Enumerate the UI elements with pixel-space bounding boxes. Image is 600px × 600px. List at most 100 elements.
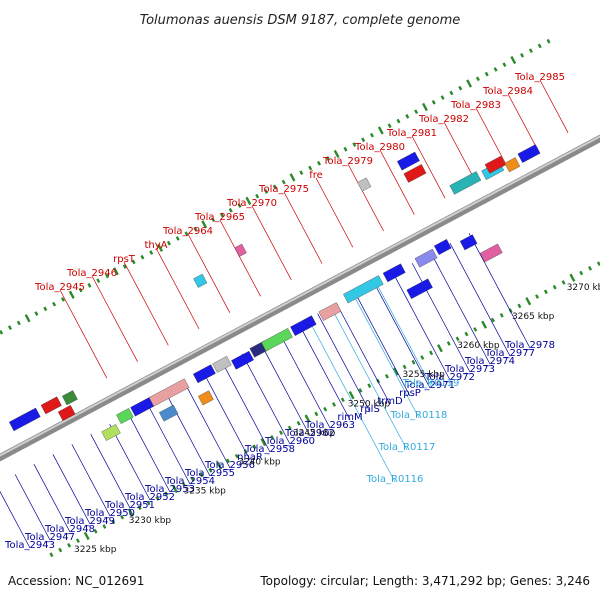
tick-mark xyxy=(358,388,363,393)
tick-mark xyxy=(304,414,311,423)
tick-mark xyxy=(49,552,54,558)
gene-label: Tola_2984 xyxy=(482,86,533,97)
tick-mark xyxy=(166,240,171,246)
tick-mark xyxy=(281,179,286,185)
tick-mark xyxy=(216,461,223,470)
gene-block xyxy=(198,390,214,406)
gene-block xyxy=(318,302,342,321)
gene-block xyxy=(343,275,384,304)
tick-mark xyxy=(446,341,451,346)
tick-mark xyxy=(520,53,525,58)
gene-block xyxy=(159,404,179,422)
label-leader xyxy=(203,373,251,461)
label-leader xyxy=(347,163,384,232)
backbone-line xyxy=(0,134,600,462)
label-leader xyxy=(355,293,411,397)
gene-label: Tola_2970 xyxy=(226,198,277,209)
label-leader xyxy=(317,313,371,413)
tick-mark xyxy=(502,62,507,68)
tick-mark xyxy=(481,320,488,329)
tick-mark xyxy=(111,519,116,525)
tick-mark xyxy=(323,406,328,412)
tick-mark xyxy=(455,336,460,342)
tick-mark xyxy=(525,297,532,306)
gene-block xyxy=(504,157,521,173)
gene-label: Tola_2964 xyxy=(162,226,213,237)
tick-mark xyxy=(405,114,410,119)
scale-label: 3235 kbp xyxy=(183,487,226,497)
tick-mark xyxy=(190,477,195,482)
label-leader xyxy=(155,247,200,330)
tick-mark xyxy=(264,189,269,194)
tick-mark xyxy=(537,43,542,49)
label-leader xyxy=(376,284,432,387)
tick-mark xyxy=(352,142,357,147)
gene-block xyxy=(8,407,41,432)
gene-label: Tola_2975 xyxy=(258,184,309,195)
tick-mark xyxy=(299,170,304,176)
label-leader xyxy=(33,464,71,533)
gene-block xyxy=(116,408,134,424)
tick-mark xyxy=(24,314,31,323)
gene-label: Tola_2945 xyxy=(34,282,85,293)
tick-mark xyxy=(369,132,374,138)
label-leader xyxy=(411,263,471,373)
tick-mark xyxy=(270,435,275,440)
gene-label: trmD xyxy=(377,396,403,407)
gene-block xyxy=(414,248,438,268)
label-leader xyxy=(251,205,292,281)
tick-mark xyxy=(184,231,189,237)
tick-mark xyxy=(340,397,345,403)
tick-mark xyxy=(552,284,557,290)
tick-mark xyxy=(34,311,39,316)
gene-label: Tola_2977 xyxy=(484,348,535,359)
gene-block xyxy=(290,315,317,336)
scale-label: 3225 kbp xyxy=(74,545,117,555)
gene-block xyxy=(403,164,427,183)
tick-mark xyxy=(52,301,57,307)
label-leader xyxy=(411,135,446,199)
tick-mark xyxy=(78,287,83,293)
tick-mark xyxy=(58,547,63,553)
gene-label: rpsP xyxy=(399,388,421,399)
topology-text: Topology: circular; Length: 3,471,292 bp… xyxy=(259,574,590,588)
tick-mark xyxy=(137,505,142,511)
tick-mark xyxy=(0,329,4,335)
label-leader xyxy=(336,303,391,405)
tick-mark xyxy=(146,500,151,506)
tick-mark xyxy=(193,226,198,232)
tick-mark xyxy=(377,126,384,135)
gene-labels: Tola_2945 Tola_2946 rpsT thyA Tola_2964 Tola_… xyxy=(4,72,565,551)
label-leader xyxy=(184,383,231,469)
tick-mark xyxy=(255,193,260,199)
tick-mark xyxy=(546,38,551,44)
map-title: Tolumonas auensis DSM 9187, complete gen… xyxy=(140,13,461,28)
tick-mark xyxy=(201,220,208,229)
label-leader xyxy=(539,79,569,133)
gene-label: Tola_2978 xyxy=(504,340,555,351)
tick-mark xyxy=(60,297,65,302)
tick-mark xyxy=(561,280,566,285)
label-leader xyxy=(283,191,323,264)
scale-label: 3265 kbp xyxy=(512,312,555,322)
tick-mark xyxy=(473,327,478,332)
gene-label: Tola_2953 xyxy=(144,484,195,495)
scale-label: 3250 kbp xyxy=(348,399,391,409)
scale-label: 3270 kbp xyxy=(567,283,600,293)
gene-block xyxy=(434,239,452,255)
tick-mark xyxy=(237,203,242,208)
tick-mark xyxy=(219,212,224,218)
label-leader xyxy=(392,273,451,381)
tick-mark xyxy=(535,294,540,299)
tick-mark xyxy=(252,444,257,450)
gene-label: Tola_2954 xyxy=(164,476,215,487)
tick-mark xyxy=(279,430,284,436)
gene-block xyxy=(40,396,62,415)
gene-block xyxy=(192,364,216,384)
gene-label: Tola_2949 xyxy=(64,516,115,527)
backbone-highlight xyxy=(0,135,600,457)
gene-label: Tola_2981 xyxy=(386,128,437,139)
gene-label: nhaR xyxy=(237,452,263,463)
gene-label: fre xyxy=(309,170,323,181)
